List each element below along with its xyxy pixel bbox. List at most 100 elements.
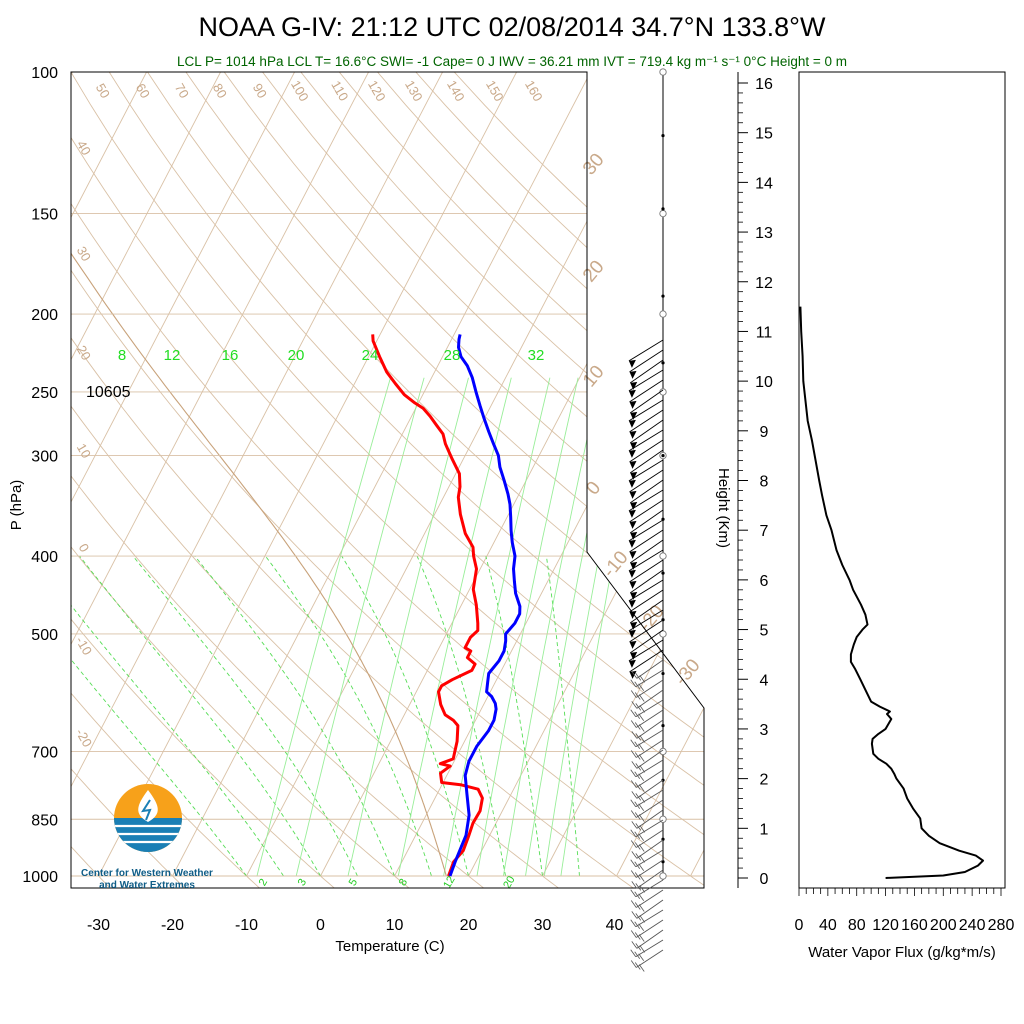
wind-barb-flag bbox=[628, 659, 636, 668]
wind-barb-feather bbox=[638, 953, 645, 961]
wind-barb-feather bbox=[634, 861, 641, 869]
wind-barb-flag bbox=[629, 370, 637, 379]
wind-barb bbox=[629, 389, 664, 414]
wind-barb-flag bbox=[628, 509, 636, 518]
wind-barb-feather bbox=[630, 679, 637, 687]
isotherm-line bbox=[71, 72, 379, 877]
wind-barb bbox=[629, 359, 664, 384]
wind-barb bbox=[635, 849, 664, 868]
wind-barb-flag bbox=[629, 550, 637, 559]
height-tick-label: 3 bbox=[760, 722, 769, 739]
wind-barb bbox=[635, 939, 664, 958]
mixing-ratio-label: 3 bbox=[296, 877, 309, 888]
dry-adiabat-line bbox=[71, 72, 266, 888]
dry-adiabat-line bbox=[71, 72, 491, 888]
skewt-frame bbox=[70, 71, 705, 889]
flux-tick-label: 200 bbox=[930, 917, 957, 934]
logo-bolt-icon bbox=[140, 799, 152, 821]
wind-barb-flag bbox=[629, 580, 637, 589]
wind-barb-feather bbox=[634, 951, 641, 959]
flux-tick-label: 120 bbox=[872, 917, 899, 934]
wind-barb bbox=[636, 659, 664, 679]
wind-level-circle bbox=[659, 552, 667, 560]
wind-barb bbox=[629, 629, 664, 654]
wind-barb bbox=[636, 929, 664, 949]
isotherm-label: 150 bbox=[483, 78, 507, 104]
pressure-axis-label: P (hPa) bbox=[8, 480, 25, 531]
wind-barb-feather bbox=[634, 801, 641, 809]
mixing-ratio-label: 12 bbox=[164, 347, 181, 364]
wind-barb-flag bbox=[628, 389, 636, 398]
wind-barb-feather bbox=[635, 883, 642, 891]
wind-barb-feather bbox=[634, 842, 641, 850]
temperature-tick-label: 30 bbox=[534, 917, 552, 934]
wind-barb-feather bbox=[630, 829, 637, 837]
wind-barb-feather bbox=[635, 823, 642, 831]
wind-barb-flag bbox=[630, 471, 638, 480]
height-tick-label: 1 bbox=[760, 821, 769, 838]
vapor-flux-frame bbox=[798, 71, 1006, 889]
wind-barb bbox=[635, 709, 664, 728]
adiabat-label: 0 bbox=[582, 478, 605, 500]
chart-subtitle: LCL P= 1014 hPa LCL T= 16.6°C SWI= -1 Ca… bbox=[177, 54, 847, 69]
chart-title: NOAA G-IV: 21:12 UTC 02/08/2014 34.7°N 1… bbox=[199, 12, 826, 42]
wind-barb bbox=[636, 779, 664, 799]
isotherm-label: 160 bbox=[522, 78, 546, 104]
wind-barb bbox=[628, 369, 664, 392]
wind-barb bbox=[629, 499, 664, 523]
wind-barb-feather bbox=[638, 743, 645, 751]
wind-barb-feather bbox=[630, 840, 637, 848]
wind-barb-flag bbox=[630, 591, 638, 600]
isotherm-line bbox=[71, 72, 231, 877]
sounding-traces bbox=[371, 334, 522, 877]
logo-line-2: and Water Extremes bbox=[99, 880, 195, 891]
wind-barb bbox=[628, 579, 664, 602]
dry-adiabat-line bbox=[108, 72, 704, 888]
wind-barb-feather bbox=[634, 962, 641, 970]
mixing-ratio-label: 16 bbox=[222, 347, 239, 364]
temperature-tick-label: -20 bbox=[161, 917, 184, 934]
wind-barb-feather bbox=[630, 859, 637, 867]
wind-barb-feather bbox=[634, 722, 641, 730]
height-tick-label: 15 bbox=[755, 126, 773, 143]
mixing-ratio-label: 8 bbox=[397, 877, 410, 888]
wind-barb-feather bbox=[630, 780, 637, 788]
wind-level-dot bbox=[661, 723, 665, 728]
pressure-tick-label: 250 bbox=[31, 385, 58, 402]
flux-tick-label: 240 bbox=[959, 917, 986, 934]
mixing-ratio-label: 20 bbox=[288, 347, 305, 364]
logo-line-1: Center for Western Weather bbox=[81, 868, 213, 879]
wind-barb-feather bbox=[635, 673, 642, 681]
isotherm-label: 60 bbox=[133, 81, 153, 101]
dry-adiabat-line bbox=[71, 72, 566, 888]
temperature-tick-label: 10 bbox=[386, 917, 404, 934]
wind-level-dot bbox=[661, 571, 665, 575]
flux-tick-label: 160 bbox=[901, 917, 928, 934]
isotherm-line bbox=[468, 72, 704, 877]
height-annotation: 10605 bbox=[86, 384, 131, 401]
wind-barb bbox=[628, 429, 664, 452]
wind-barb bbox=[629, 589, 664, 613]
mixing-ratio-label: 5 bbox=[347, 877, 360, 888]
isotherm-line bbox=[71, 72, 305, 877]
wind-barb-flag bbox=[630, 441, 638, 450]
wind-barb bbox=[636, 839, 664, 859]
pressure-tick-label: 850 bbox=[31, 812, 58, 829]
wind-barb-feather bbox=[638, 874, 645, 882]
dry-adiabat-line bbox=[71, 72, 191, 888]
wind-barb-flag bbox=[630, 381, 638, 390]
wind-barb-feather bbox=[631, 851, 638, 859]
wind-barb-feather bbox=[638, 833, 645, 841]
wind-barb-flag bbox=[630, 621, 638, 630]
wind-barb bbox=[636, 719, 664, 739]
wind-barb bbox=[635, 789, 664, 808]
wind-barb bbox=[635, 889, 664, 908]
isotherm-label: 30 bbox=[74, 244, 94, 264]
wind-barb bbox=[629, 419, 664, 444]
isotherm-label: 50 bbox=[93, 81, 113, 101]
flux-tick-label: 80 bbox=[848, 917, 866, 934]
wind-barb bbox=[629, 509, 664, 534]
isotherm-line bbox=[71, 72, 453, 877]
dry-adiabat-line bbox=[223, 72, 704, 888]
